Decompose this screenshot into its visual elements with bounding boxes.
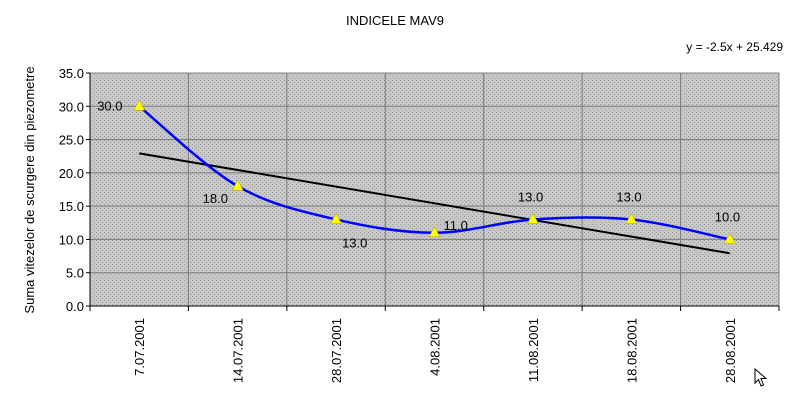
axes <box>86 72 780 311</box>
data-label: 13.0 <box>518 189 543 204</box>
y-tick-label: 25.0 <box>59 133 84 148</box>
data-point-marker <box>527 212 539 224</box>
x-tick-label: 18.08.2001 <box>624 318 639 383</box>
data-point-marker <box>723 232 736 244</box>
data-point-marker <box>133 99 146 111</box>
y-tick-label: 20.0 <box>59 166 84 181</box>
data-label: 10.0 <box>715 209 740 224</box>
y-tick-label: 15.0 <box>59 199 84 214</box>
y-axis-ticks: 0.0 5.0 10.0 15.0 20.0 25.0 30.0 35.0 <box>59 66 84 314</box>
x-tick-label: 11.08.2001 <box>526 318 541 382</box>
data-label: 11.0 <box>444 218 468 233</box>
data-label: 18.0 <box>203 191 228 206</box>
x-tick-label: 28.08.2001 <box>723 318 738 383</box>
trendline-layer <box>139 152 730 255</box>
data-label: 30.0 <box>97 98 122 113</box>
x-axis-ticks: 7.07.2001 14.07.2001 28.07.2001 4.08.2001 11… <box>132 318 738 383</box>
grid-lines <box>90 73 779 306</box>
x-tick-label: 14.07.2001 <box>231 318 246 383</box>
x-tick-label: 28.07.2001 <box>329 318 344 383</box>
marker-layer <box>133 99 736 244</box>
chart-title: INDICELE MAV9 <box>346 13 444 28</box>
data-point-marker <box>330 212 342 224</box>
y-tick-label: 10.0 <box>59 232 84 247</box>
x-tick-label: 7.07.2001 <box>132 318 147 376</box>
plot-area <box>89 72 780 307</box>
y-tick-label: 0.0 <box>66 299 84 314</box>
data-label: 13.0 <box>616 189 641 204</box>
mouse-pointer-icon <box>754 368 768 387</box>
data-point-marker <box>428 226 441 238</box>
data-point-marker <box>625 212 638 224</box>
y-tick-label: 35.0 <box>59 66 84 81</box>
data-point-marker <box>231 179 244 191</box>
data-label: 13.0 <box>342 235 367 250</box>
x-tick-label: 4.08.2001 <box>428 318 443 376</box>
y-axis-label: Suma vitezelor de scurgere din piezometr… <box>22 66 37 313</box>
trendline <box>139 152 730 255</box>
trendline-equation: y = -2.5x + 25.429 <box>686 40 783 54</box>
data-labels: 30.0 18.0 13.0 11.0 13.0 13.0 10.0 <box>97 98 740 250</box>
y-tick-label: 30.0 <box>59 99 84 114</box>
y-tick-label: 5.0 <box>66 266 84 281</box>
